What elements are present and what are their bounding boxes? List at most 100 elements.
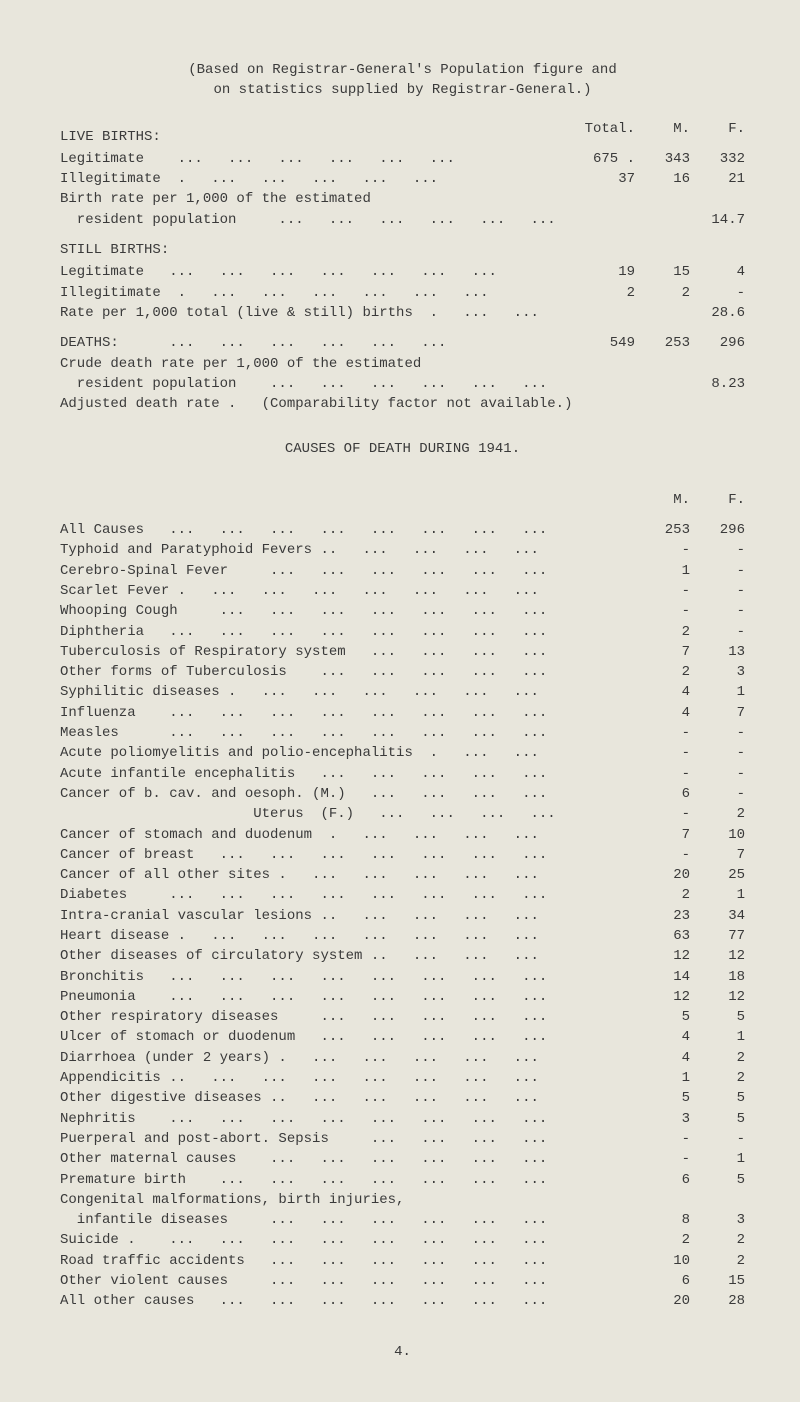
table-row: Influenza ... ... ... ... ... ... ... ..…: [60, 703, 745, 723]
header-line2: on statistics supplied by Registrar-Gene…: [60, 80, 745, 100]
cell-m: 12: [635, 987, 690, 1007]
row-label: Suicide . ... ... ... ... ... ... ... ..…: [60, 1230, 635, 1250]
cell-t: [575, 189, 635, 209]
cell-m: -: [635, 581, 690, 601]
cell-m: 3: [635, 1109, 690, 1129]
row-label: Illegitimate . ... ... ... ... ... ...: [60, 283, 575, 303]
cell-m: 7: [635, 642, 690, 662]
cell-m: 5: [635, 1007, 690, 1027]
row-label: Crude death rate per 1,000 of the estima…: [60, 354, 575, 374]
row-label: Diphtheria ... ... ... ... ... ... ... .…: [60, 622, 635, 642]
cell-m: 20: [635, 1291, 690, 1311]
row-label: Acute poliomyelitis and polio-encephalit…: [60, 743, 635, 763]
table-row: Uterus (F.) ... ... ... ...-2: [60, 804, 745, 824]
col-f: F.: [690, 119, 745, 149]
cell-f: -: [690, 601, 745, 621]
cell-m: 10: [635, 1251, 690, 1271]
cell-f: 3: [690, 1210, 745, 1230]
row-label: Other respiratory diseases ... ... ... .…: [60, 1007, 635, 1027]
row-label: Ulcer of stomach or duodenum ... ... ...…: [60, 1027, 635, 1047]
cell-f: [690, 354, 745, 374]
row-label: Birth rate per 1,000 of the estimated: [60, 189, 575, 209]
row-label: Illegitimate . ... ... ... ... ...: [60, 169, 575, 189]
table-row: Acute infantile encephalitis ... ... ...…: [60, 764, 745, 784]
row-label: Other digestive diseases .. ... ... ... …: [60, 1088, 635, 1108]
cell-f: -: [690, 764, 745, 784]
cell-t: 2: [575, 283, 635, 303]
still-births-title: STILL BIRTHS:: [60, 240, 745, 260]
cell-t: 37: [575, 169, 635, 189]
row-label: Legitimate ... ... ... ... ... ... ...: [60, 262, 575, 282]
row-label: Intra-cranial vascular lesions .. ... ..…: [60, 906, 635, 926]
table-row: Other respiratory diseases ... ... ... .…: [60, 1007, 745, 1027]
cell-f: -: [690, 784, 745, 804]
table-row: Nephritis ... ... ... ... ... ... ... ..…: [60, 1109, 745, 1129]
cell-m: 4: [635, 1048, 690, 1068]
cell-m: 4: [635, 703, 690, 723]
cell-f: 296: [690, 520, 745, 540]
row-label: All Causes ... ... ... ... ... ... ... .…: [60, 520, 635, 540]
cell-m: 1: [635, 561, 690, 581]
row-label: Whooping Cough ... ... ... ... ... ... .…: [60, 601, 635, 621]
table-row: Premature birth ... ... ... ... ... ... …: [60, 1170, 745, 1190]
cell-m: 23: [635, 906, 690, 926]
cell-f: -: [690, 581, 745, 601]
table-row: Other forms of Tuberculosis ... ... ... …: [60, 662, 745, 682]
cell-f: -: [690, 622, 745, 642]
cell-t: [575, 394, 635, 414]
cell-f: [690, 1190, 745, 1210]
cell-f: [690, 394, 745, 414]
table-row: Measles ... ... ... ... ... ... ... ...-…: [60, 723, 745, 743]
cell-m: -: [635, 1129, 690, 1149]
cell-m: 2: [635, 622, 690, 642]
row-label: Influenza ... ... ... ... ... ... ... ..…: [60, 703, 635, 723]
cell-m: 2: [635, 662, 690, 682]
cell-f: 34: [690, 906, 745, 926]
cell-f: 21: [690, 169, 745, 189]
cell-m: 6: [635, 1271, 690, 1291]
table-row: Other violent causes ... ... ... ... ...…: [60, 1271, 745, 1291]
table-row: Intra-cranial vascular lesions .. ... ..…: [60, 906, 745, 926]
table-row: Cerebro-Spinal Fever ... ... ... ... ...…: [60, 561, 745, 581]
cell-t: [575, 354, 635, 374]
cell-m: [635, 354, 690, 374]
cell-t: [575, 303, 635, 323]
cell-f: 13: [690, 642, 745, 662]
table-row: infantile diseases ... ... ... ... ... .…: [60, 1210, 745, 1230]
cell-f: 8.23: [690, 374, 745, 394]
cell-f: -: [690, 723, 745, 743]
cell-f: 12: [690, 946, 745, 966]
table-row: resident population ... ... ... ... ... …: [60, 374, 745, 394]
cell-f: 2: [690, 1251, 745, 1271]
row-label: Pneumonia ... ... ... ... ... ... ... ..…: [60, 987, 635, 1007]
cell-m: 4: [635, 1027, 690, 1047]
cell-m: 2: [635, 885, 690, 905]
row-label: Heart disease . ... ... ... ... ... ... …: [60, 926, 635, 946]
table-row: Diphtheria ... ... ... ... ... ... ... .…: [60, 622, 745, 642]
row-label: Nephritis ... ... ... ... ... ... ... ..…: [60, 1109, 635, 1129]
table-row: Legitimate ... ... ... ... ... ...675 .3…: [60, 149, 745, 169]
cell-f: 25: [690, 865, 745, 885]
cell-m: [635, 374, 690, 394]
cell-f: 1: [690, 1149, 745, 1169]
row-label: Other diseases of circulatory system .. …: [60, 946, 635, 966]
table-row: Syphilitic diseases . ... ... ... ... ..…: [60, 682, 745, 702]
cell-m: 8: [635, 1210, 690, 1230]
table-row: All Causes ... ... ... ... ... ... ... .…: [60, 520, 745, 540]
table-row: resident population ... ... ... ... ... …: [60, 210, 745, 230]
table-row: Road traffic accidents ... ... ... ... .…: [60, 1251, 745, 1271]
cell-f: 2: [690, 1230, 745, 1250]
cell-f: 5: [690, 1007, 745, 1027]
table-row: Heart disease . ... ... ... ... ... ... …: [60, 926, 745, 946]
col-total: Total.: [575, 119, 635, 149]
cell-m: -: [635, 723, 690, 743]
table-row: Puerperal and post-abort. Sepsis ... ...…: [60, 1129, 745, 1149]
cell-m: [635, 394, 690, 414]
cell-f: 28: [690, 1291, 745, 1311]
row-label: Uterus (F.) ... ... ... ...: [60, 804, 635, 824]
header: (Based on Registrar-General's Population…: [60, 60, 745, 101]
table-row: Other diseases of circulatory system .. …: [60, 946, 745, 966]
cell-f: 77: [690, 926, 745, 946]
cell-m: 343: [635, 149, 690, 169]
cell-m: [635, 303, 690, 323]
